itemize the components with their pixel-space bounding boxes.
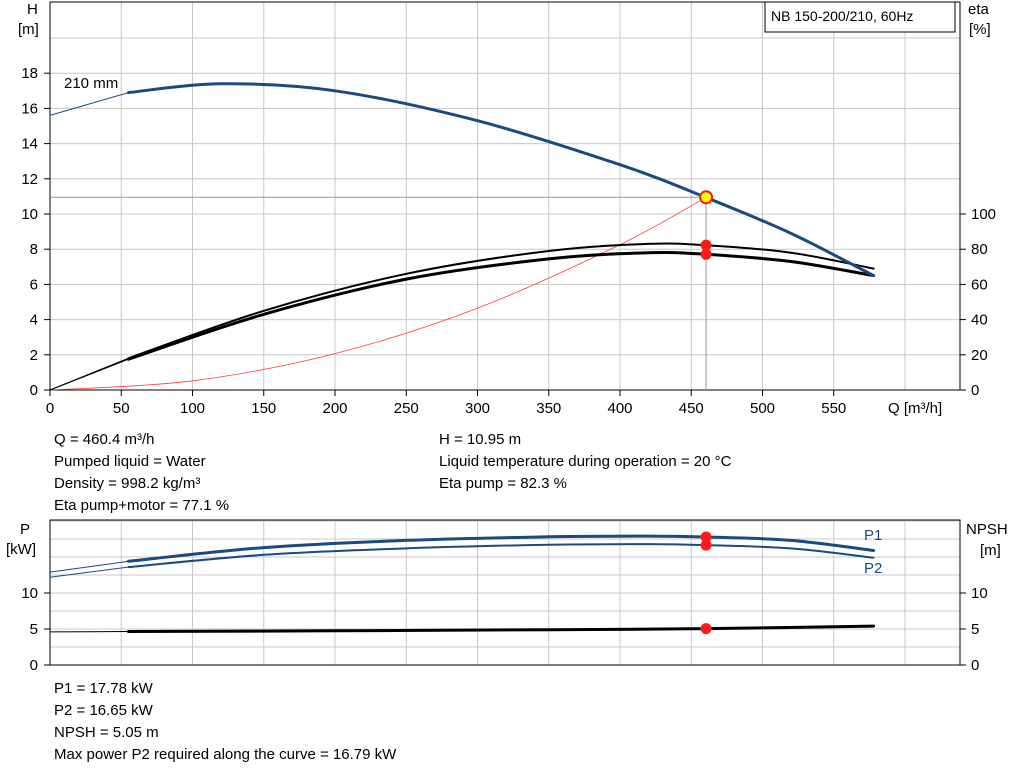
npsh-tick-label: 5 <box>971 621 979 638</box>
h-tick-label: 14 <box>21 136 38 153</box>
npsh-axis-unit: [m] <box>980 542 1001 559</box>
info-liquid: Pumped liquid = Water <box>54 453 206 470</box>
p-axis-unit: [kW] <box>6 541 36 558</box>
eta-pump-motor-duty-point <box>700 248 712 260</box>
p1-curve <box>126 534 876 563</box>
info-max-power: Max power P2 required along the curve = … <box>54 746 397 763</box>
h-tick-label: 6 <box>30 276 38 293</box>
power-chart-grid <box>49 520 960 665</box>
h-tick-label: 8 <box>30 241 38 258</box>
info-npsh: NPSH = 5.05 m <box>54 724 159 741</box>
eta-tick-label: 0 <box>971 382 979 399</box>
x-tick-label: 250 <box>394 400 419 417</box>
head-duty-point <box>699 190 714 205</box>
info-eta-pump-motor: Eta pump+motor = 77.1 % <box>54 497 230 514</box>
h-tick-label: 18 <box>21 65 38 82</box>
h-tick-label: 10 <box>21 206 38 223</box>
x-tick-label: 400 <box>607 400 632 417</box>
eta-tick-label: 40 <box>971 312 988 329</box>
p2-curve <box>127 543 875 569</box>
p1-curve-label: P1 <box>864 527 882 544</box>
x-tick-label: 50 <box>113 400 130 417</box>
npsh-axis-symbol: NPSH <box>966 521 1008 538</box>
pump-title: NB 150-200/210, 60Hz <box>771 8 913 24</box>
eta-pump-curve <box>127 242 875 360</box>
npsh-duty-point <box>700 623 712 635</box>
q-axis-label: Q [m³/h] <box>888 400 942 417</box>
x-tick-label: 200 <box>322 400 347 417</box>
axis-ticks-and-labels: 0 50 100 150 200 250 300 350 400 450 500 5500246810… <box>21 65 996 674</box>
p2-duty-point <box>700 539 712 551</box>
eta-pump-duty-point <box>700 239 712 251</box>
h-tick-label: 16 <box>21 100 38 117</box>
p-tick-label: 0 <box>30 657 38 674</box>
info-head: H = 10.95 m <box>439 431 522 448</box>
npsh-tick-label: 0 <box>971 657 979 674</box>
p2-curve-extrapolated <box>49 566 129 578</box>
p-axis-symbol: P <box>20 521 30 538</box>
p2-curve-label: P2 <box>864 560 882 577</box>
system-curve <box>49 196 707 391</box>
duty-info-right: H = 10.95 m Liquid temperature during op… <box>439 429 731 495</box>
x-tick-label: 450 <box>679 400 704 417</box>
chart-curves <box>49 82 876 633</box>
info-density: Density = 998.2 kg/m³ <box>54 475 201 492</box>
eta-axis-unit: [%] <box>969 21 991 38</box>
eta-tick-label: 60 <box>971 276 988 293</box>
h-tick-label: 2 <box>30 347 38 364</box>
x-tick-label: 0 <box>46 400 54 417</box>
x-tick-label: 350 <box>536 400 561 417</box>
head-chart-frame <box>49 1 961 391</box>
h-tick-label: 12 <box>21 171 38 188</box>
x-tick-label: 550 <box>821 400 846 417</box>
eta-tick-label: 80 <box>971 241 988 258</box>
eta-axis-symbol: eta <box>968 1 990 18</box>
npsh-curve <box>126 624 876 633</box>
eta-pump-motor-curve <box>126 250 876 361</box>
eta-pump-motor-curve-extrapolated <box>49 358 129 391</box>
x-tick-label: 500 <box>750 400 775 417</box>
pump-title-box <box>764 1 956 33</box>
eta-tick-label: 100 <box>971 206 996 223</box>
x-tick-label: 300 <box>465 400 490 417</box>
head-chart-grid <box>49 2 960 390</box>
npsh-tick-label: 10 <box>971 585 988 602</box>
h-axis-symbol: H <box>27 1 38 18</box>
p-tick-label: 5 <box>30 621 38 638</box>
info-eta-pump: Eta pump = 82.3 % <box>439 475 567 492</box>
info-p2: P2 = 16.65 kW <box>54 702 153 719</box>
info-liquid-temperature: Liquid temperature during operation = 20… <box>439 453 732 470</box>
p-tick-label: 10 <box>21 585 38 602</box>
impeller-diameter-label: 210 mm <box>64 75 118 92</box>
duty-info-left: Q = 460.4 m³/h Pumped liquid = Water Den… <box>54 429 229 517</box>
h-tick-label: 4 <box>30 312 38 329</box>
x-tick-label: 150 <box>251 400 276 417</box>
head-curve-extrapolated <box>49 92 129 116</box>
info-flow: Q = 460.4 m³/h <box>54 431 155 448</box>
h-axis-unit: [m] <box>18 21 39 38</box>
head-curve <box>126 82 876 278</box>
h-tick-label: 0 <box>30 382 38 399</box>
info-p1: P1 = 17.78 kW <box>54 680 153 697</box>
p1-duty-point <box>700 531 712 543</box>
eta-tick-label: 20 <box>971 347 988 364</box>
power-info: P1 = 17.78 kW P2 = 16.65 kW NPSH = 5.05 … <box>54 678 396 766</box>
x-tick-label: 100 <box>180 400 205 417</box>
duty-points <box>699 190 714 635</box>
p1-curve-extrapolated <box>49 560 129 573</box>
